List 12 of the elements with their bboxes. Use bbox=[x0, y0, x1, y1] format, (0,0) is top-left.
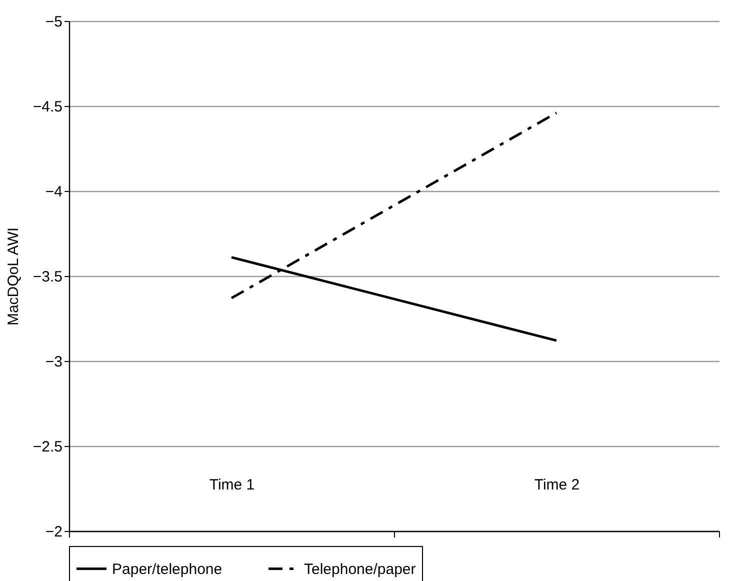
y-axis-title: MacDQoL AWI bbox=[4, 227, 22, 326]
y-tick-label: −4.5 bbox=[32, 98, 62, 116]
y-tick-label: −5 bbox=[45, 14, 62, 30]
y-tick-label: −3 bbox=[45, 354, 62, 370]
y-tick-label: −2.5 bbox=[32, 438, 62, 456]
x-tick-label: Time 2 bbox=[534, 476, 580, 494]
legend-label: Telephone/paper bbox=[304, 560, 416, 578]
y-tick-label: −3.5 bbox=[32, 268, 62, 286]
y-tick-label: −4 bbox=[45, 184, 62, 200]
x-tick-label: Time 1 bbox=[209, 476, 255, 494]
legend-label: Paper/telephone bbox=[112, 560, 222, 578]
y-tick-label: −2 bbox=[45, 524, 62, 540]
